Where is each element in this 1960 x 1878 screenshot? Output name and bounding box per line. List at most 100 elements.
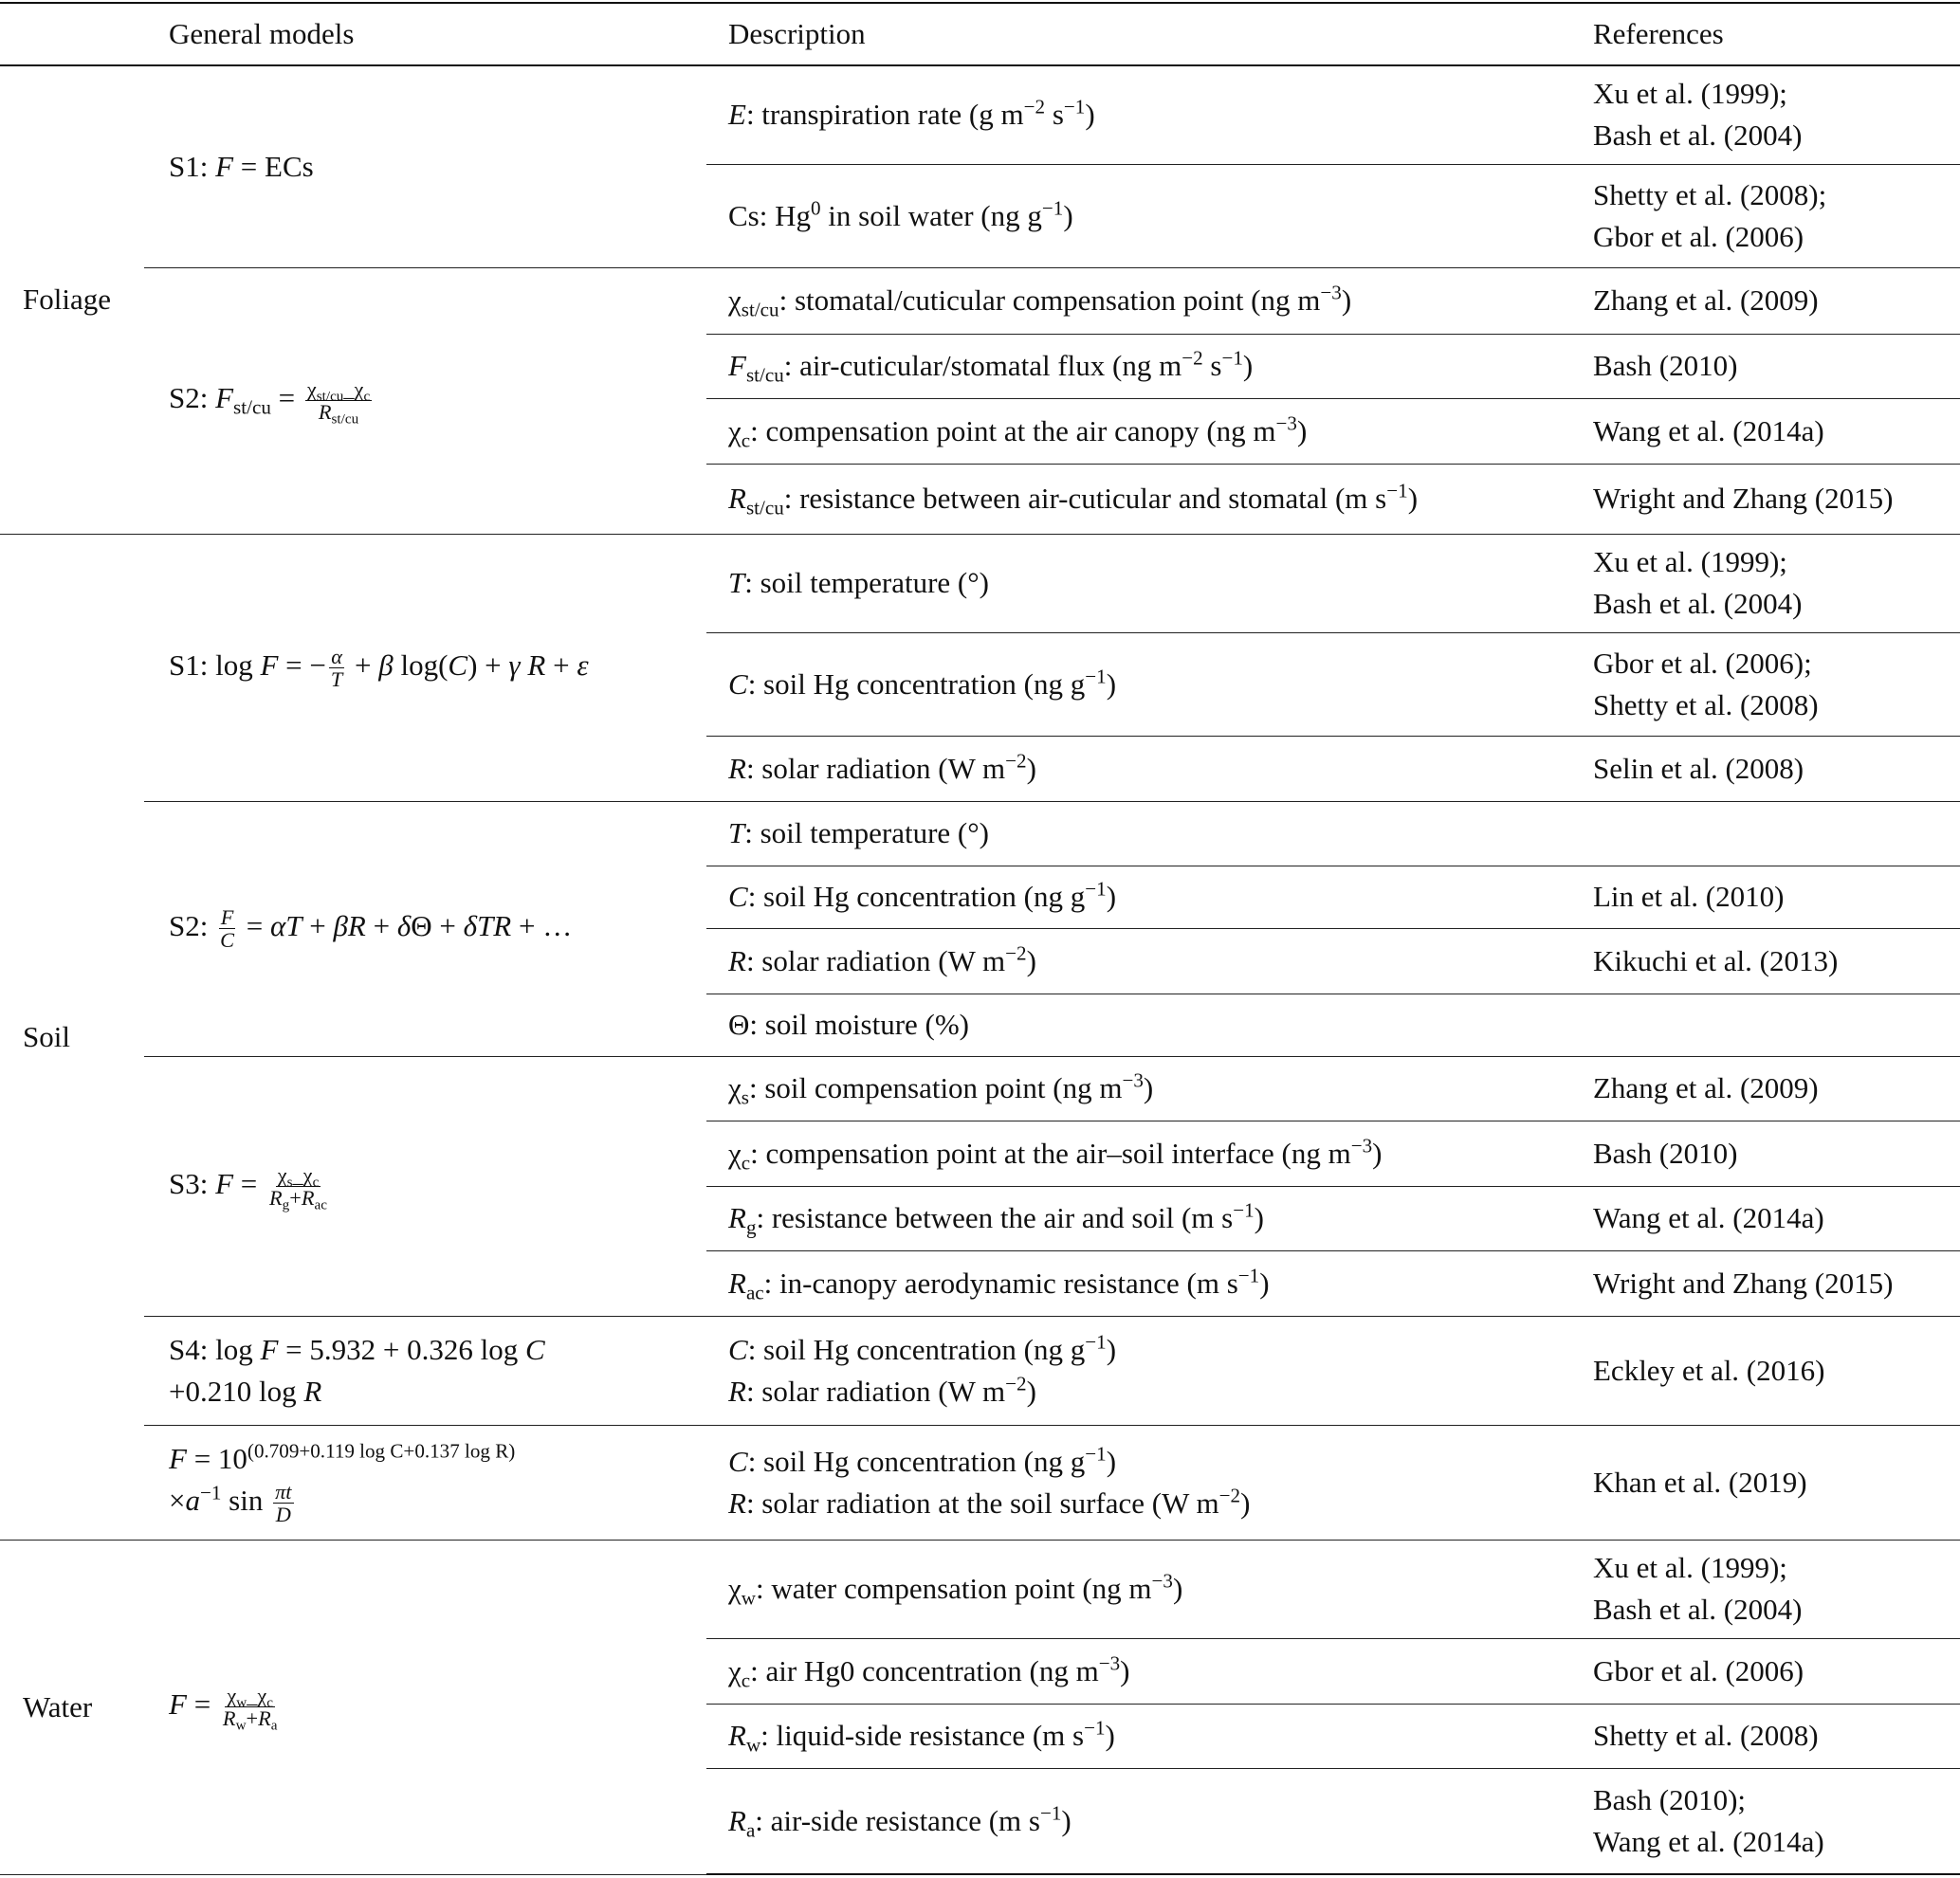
subscript: c (266, 1694, 274, 1711)
math-symbol: β (378, 647, 394, 682)
subscript: s (741, 1085, 749, 1109)
math-symbol: T (728, 816, 745, 849)
subscript: g (282, 1196, 290, 1213)
text: χ (728, 1071, 742, 1104)
text: ) (1105, 1719, 1115, 1752)
text: : solar radiation (W m (745, 943, 1006, 977)
math-symbol: F (169, 1442, 187, 1476)
text: ) (1106, 1444, 1117, 1478)
model-formula: F = χw_χc Rw+Ra (144, 1540, 706, 1875)
subscript: st/cu (745, 496, 784, 520)
description-line: Rst/cu: resistance between air-cuticular… (728, 478, 1593, 520)
fraction: χw_χc Rw+Ra (221, 1685, 280, 1733)
header-category (0, 2, 144, 66)
text: : soil Hg concentration (ng g (747, 666, 1086, 701)
text: ) (1407, 482, 1419, 515)
text: +0.210 log (169, 1374, 304, 1408)
description-cell: T: soil temperature (°) (706, 534, 1593, 633)
text: ) (1296, 413, 1308, 447)
table-row: Foliage S1: F = ECs E: transpiration rate … (0, 65, 1960, 535)
text: ) + (467, 647, 509, 682)
superscript: −3 (1122, 1068, 1144, 1092)
numerator: χs_χc (275, 1162, 321, 1191)
superscript: −2 (1181, 346, 1203, 370)
math-symbol: R (728, 1486, 746, 1520)
math-symbol: R (303, 1374, 322, 1408)
subscript: c (312, 1174, 320, 1191)
math-symbol: R (728, 943, 746, 977)
text: : water compensation point (ng m (756, 1572, 1152, 1605)
subscript: w (236, 1694, 247, 1711)
table-row: S2: Fst/cu = χst/cu_χc Rst/cu χst/cu: stom… (0, 267, 1960, 535)
superscript: −2 (1023, 95, 1046, 119)
description-cell: χst/cu: stomatal/cuticular compensation … (706, 267, 1593, 335)
text: : air-cuticular/stomatal flux (ng m (783, 349, 1182, 382)
subscript: c (741, 1668, 751, 1691)
description-cell: Rac: in-canopy aerodynamic resistance (m… (706, 1250, 1593, 1317)
math-symbol: R (728, 1803, 746, 1837)
reference: Wang et al. (2014a) (1593, 1824, 1824, 1858)
superscript: −2 (1005, 940, 1027, 964)
math-symbol: R (318, 400, 332, 425)
table-row: Cs: Hg0 in soil water (ng g−1) Shetty et … (0, 164, 1960, 268)
text: ) (1341, 283, 1352, 317)
math-symbol: C (220, 928, 234, 953)
description-cell: Fst/cu: air-cuticular/stomatal flux (ng … (706, 334, 1593, 399)
text: χ (728, 1572, 742, 1605)
header-general-models: General models (144, 2, 706, 66)
text: sin (221, 1484, 271, 1518)
description-cell: Cs: Hg0 in soil water (ng g−1) (706, 164, 1593, 268)
text: χ (277, 1162, 287, 1187)
text: ) (1120, 1653, 1130, 1687)
math-symbol: F (260, 647, 279, 682)
text: χ (728, 1653, 742, 1687)
text: : solar radiation (W m (745, 751, 1006, 785)
description-line: T: soil temperature (°) (728, 812, 1593, 854)
superscript: −1 (1039, 1801, 1062, 1825)
description-line: R: solar radiation (W m−2) (728, 748, 1593, 790)
reference: Bash et al. (2004) (1593, 1593, 1803, 1626)
reference: Gbor et al. (2006) (1593, 219, 1804, 253)
references-cell (1593, 801, 1960, 866)
table-row: C: soil Hg concentration (ng g−1) Lin et … (0, 866, 1960, 929)
description-cell: Rw: liquid-side resistance (m s−1) (706, 1704, 1593, 1769)
math-symbol: T (728, 566, 745, 599)
subscript: c (741, 428, 751, 451)
math-symbol: R (258, 1706, 271, 1731)
math-symbol: C (448, 647, 468, 682)
text: _χ (343, 377, 364, 402)
text: S2: (169, 909, 216, 943)
numerator: F (218, 906, 236, 930)
description-line: Cs: Hg0 in soil water (ng g−1) (728, 195, 1593, 237)
math-symbol: πt (275, 1480, 292, 1504)
references-cell: Wright and Zhang (2015) (1593, 1250, 1960, 1317)
text: S3: (169, 1166, 216, 1200)
fraction: χs_χc Rg+Rac (267, 1162, 329, 1213)
references-cell: Selin et al. (2008) (1593, 736, 1960, 802)
superscript: −3 (1098, 1650, 1121, 1674)
text: : solar radiation (W m (745, 1374, 1006, 1408)
references-cell: Eckley et al. (2016) (1593, 1316, 1960, 1426)
subscript: st/cu (745, 363, 784, 387)
description-cell: T: soil temperature (°) (706, 801, 1593, 866)
references-cell: Xu et al. (1999); Bash et al. (2004) (1593, 534, 1960, 633)
math-symbol: D (275, 1503, 291, 1527)
text: : soil Hg concentration (ng g (747, 1444, 1086, 1478)
reference: Zhang et al. (2009) (1593, 1071, 1819, 1104)
references-cell: Khan et al. (2019) (1593, 1425, 1960, 1541)
description-line: E: transpiration rate (g m−2 s−1) (728, 94, 1593, 136)
math-symbol: F (169, 1687, 187, 1722)
table-row: Ra: air-side resistance (m s−1) Bash (201… (0, 1768, 1960, 1875)
math-symbol: γ R (508, 647, 546, 682)
text: in soil water (ng g (820, 198, 1042, 232)
description-cell: R: solar radiation (W m−2) (706, 736, 1593, 802)
text: : soil Hg concentration (ng g (747, 1332, 1086, 1366)
table-row: C: soil Hg concentration (ng g−1) Gbor et… (0, 632, 1960, 737)
math-symbol: R (728, 1201, 746, 1234)
superscript: −1 (1085, 1441, 1107, 1465)
subscript: w (745, 1733, 761, 1757)
table-row: F = 10(0.709+0.119 log C+0.137 log R) ×a−… (0, 1425, 1960, 1541)
text: ) (1063, 198, 1073, 232)
reference: Shetty et al. (2008) (1593, 1719, 1819, 1752)
